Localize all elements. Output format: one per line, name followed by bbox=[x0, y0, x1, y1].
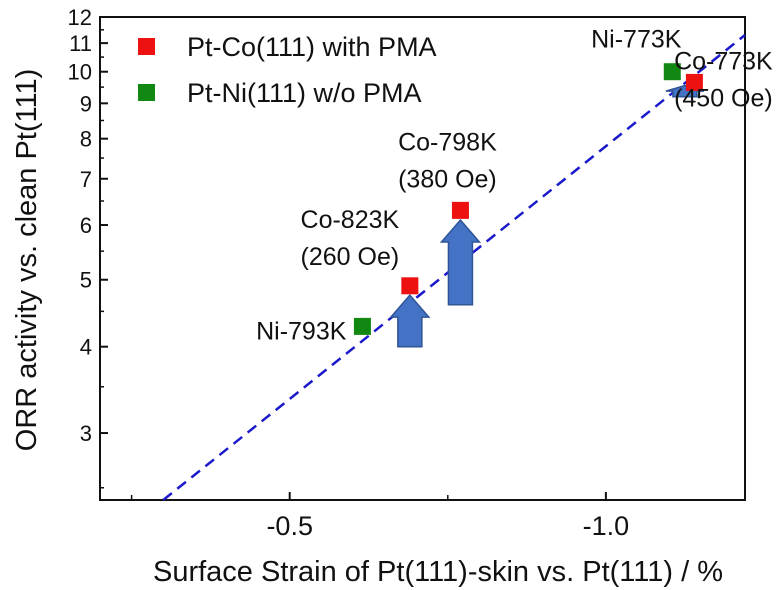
legend-label: Pt-Ni(111) w/o PMA bbox=[187, 78, 422, 108]
point-layer bbox=[353, 63, 703, 335]
x-tick-label: -1.0 bbox=[583, 511, 630, 541]
legend-marker bbox=[138, 84, 155, 101]
legend: Pt-Co(111) with PMA Pt-Ni(111) w/o PMA bbox=[138, 32, 437, 108]
y-tick-label: 12 bbox=[68, 5, 92, 30]
data-point-label: (450 Oe) bbox=[674, 84, 773, 112]
data-point-label: Co-773K bbox=[674, 47, 773, 75]
x-tick-label: -0.5 bbox=[266, 511, 313, 541]
data-point bbox=[401, 277, 419, 295]
x-axis-label: Surface Strain of Pt(111)-skin vs. Pt(11… bbox=[153, 556, 723, 588]
y-tick-label: 8 bbox=[80, 127, 92, 152]
y-tick-label: 11 bbox=[69, 31, 92, 56]
data-point bbox=[685, 73, 703, 91]
data-point-label: (380 Oe) bbox=[398, 165, 497, 193]
y-tick-label: 7 bbox=[80, 167, 92, 192]
arrow-layer bbox=[389, 84, 705, 348]
data-point-label: Co-823K bbox=[301, 206, 400, 234]
axis-frame bbox=[99, 16, 746, 501]
point-label-layer: Co-823K (260 Oe) Co-798K (380 Oe) Co-773K (45… bbox=[256, 26, 773, 346]
trend-line bbox=[162, 34, 746, 501]
plot-frame bbox=[99, 16, 746, 501]
data-point-label: (260 Oe) bbox=[301, 243, 400, 271]
up-arrow bbox=[439, 218, 482, 306]
legend-marker bbox=[138, 38, 155, 55]
up-arrow bbox=[389, 293, 431, 348]
data-point bbox=[451, 201, 469, 219]
data-point-label: Co-798K bbox=[398, 128, 497, 156]
data-point bbox=[663, 63, 681, 81]
y-tick-label: 4 bbox=[80, 335, 92, 360]
y-tick-label: 9 bbox=[80, 91, 92, 116]
data-point bbox=[353, 317, 371, 335]
y-tick-label: 5 bbox=[80, 268, 92, 293]
data-point-label: Ni-793K bbox=[256, 317, 347, 345]
legend-label: Pt-Co(111) with PMA bbox=[187, 32, 437, 62]
y-tick-label: 10 bbox=[68, 60, 92, 85]
y-tick-label: 3 bbox=[80, 421, 92, 446]
data-point-label: Ni-773K bbox=[591, 26, 682, 54]
y-axis-label: ORR activity vs. clean Pt(111) bbox=[11, 69, 43, 451]
trend-line-layer bbox=[162, 34, 746, 501]
y-tick-label: 6 bbox=[80, 213, 92, 238]
